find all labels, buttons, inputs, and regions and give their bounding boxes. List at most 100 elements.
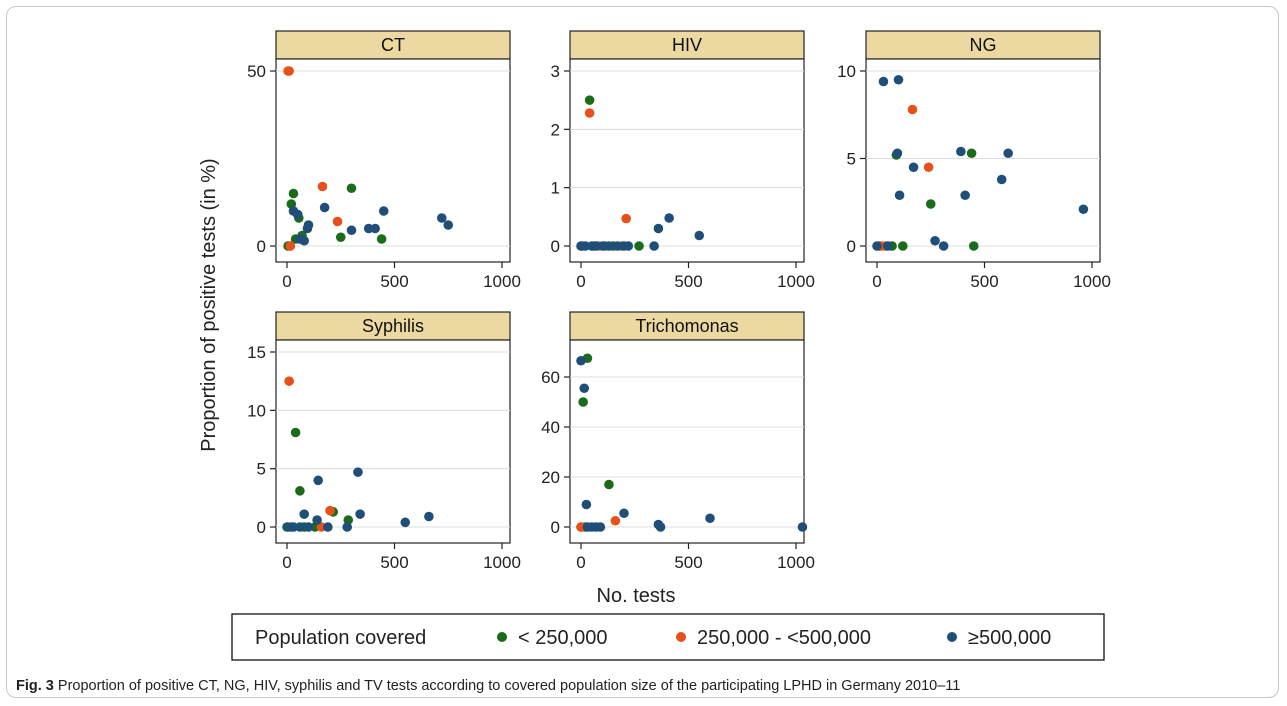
x-tick-label: 1000 (1073, 272, 1111, 291)
legend-label-mid: 250,000 - <500,000 (697, 627, 871, 649)
strip-hiv (569, 30, 805, 60)
data-point (898, 241, 908, 251)
data-point (923, 162, 934, 173)
data-point (892, 148, 903, 159)
data-point (878, 76, 889, 87)
data-point (655, 522, 666, 532)
data-point (584, 95, 595, 105)
data-point (288, 188, 299, 199)
data-point (335, 232, 346, 243)
data-point (634, 241, 644, 251)
x-tick-label: 1000 (483, 553, 521, 572)
x-tick-label: 500 (380, 553, 408, 572)
data-point (621, 213, 631, 224)
data-point (424, 511, 434, 522)
x-tick-label: 500 (674, 553, 702, 572)
data-point (930, 235, 940, 246)
y-axis-title: Proportion of positive tests (in %) (198, 158, 220, 451)
data-point (584, 108, 595, 118)
data-point (604, 479, 614, 490)
data-point (332, 216, 343, 227)
y-tick-label: 0 (551, 237, 560, 256)
x-axis-title: No. tests (597, 585, 676, 607)
data-point (581, 499, 592, 510)
data-point (355, 509, 365, 519)
data-point (579, 383, 590, 394)
figure-frame (6, 6, 1279, 698)
x-tick-label: 0 (576, 553, 585, 572)
data-point (956, 146, 966, 157)
x-tick-label: 0 (282, 272, 291, 291)
data-point (705, 513, 715, 524)
data-point (284, 376, 294, 386)
data-point (295, 486, 305, 496)
data-point (353, 467, 363, 477)
x-tick-label: 1000 (777, 272, 815, 291)
data-point (284, 66, 294, 76)
data-point (623, 241, 634, 251)
data-point (303, 522, 314, 532)
legend-marker-large (947, 632, 957, 642)
data-point (1003, 148, 1013, 159)
y-tick-label: 60 (541, 368, 560, 387)
data-point (653, 223, 664, 234)
panel-hiv: HIV 0 1 2 3 0 500 1000 (551, 30, 815, 291)
legend-label-small: < 250,000 (518, 627, 608, 649)
data-point (400, 517, 411, 528)
data-point (378, 206, 389, 216)
data-point (299, 235, 310, 246)
data-point (290, 427, 301, 438)
x-tick-label: 0 (872, 272, 881, 291)
data-point (437, 213, 447, 223)
y-tick-label: 0 (257, 237, 266, 256)
data-point (346, 183, 357, 194)
data-point (893, 74, 904, 85)
data-point (285, 241, 296, 251)
data-point (960, 190, 970, 201)
data-point (342, 522, 353, 532)
x-tick-label: 500 (674, 272, 702, 291)
x-tick-label: 0 (282, 553, 291, 572)
x-tick-label: 1000 (777, 553, 815, 572)
legend-label-large: ≥500,000 (968, 627, 1051, 649)
data-point (346, 225, 357, 236)
data-point (319, 202, 330, 213)
x-tick-label: 500 (380, 272, 408, 291)
data-point (313, 475, 323, 486)
data-point (908, 162, 919, 173)
strip-label: CT (381, 35, 405, 55)
data-point (907, 104, 918, 115)
data-point (370, 223, 380, 234)
data-point (968, 241, 979, 251)
panel-ng: NG 0 5 10 0 500 1000 (837, 30, 1111, 291)
y-tick-label: 40 (541, 418, 560, 437)
strip-syphilis (275, 311, 511, 341)
data-point (317, 181, 328, 192)
legend-marker-mid (676, 632, 686, 642)
data-point (619, 508, 629, 519)
data-point (996, 174, 1007, 185)
data-point (872, 241, 882, 251)
legend-title: Population covered (255, 627, 426, 649)
data-point (312, 515, 322, 525)
strip-trichomonas (569, 311, 805, 341)
x-tick-label: 0 (576, 272, 585, 291)
data-point (299, 509, 310, 519)
data-point (938, 241, 949, 251)
data-point (292, 209, 303, 220)
x-tick-label: 500 (970, 272, 998, 291)
data-point (323, 522, 333, 532)
data-point (664, 213, 674, 223)
strip-label: NG (970, 35, 997, 55)
y-tick-label: 2 (551, 120, 560, 139)
panel-trichomonas: Trichomonas 0 20 40 60 0 500 1000 (541, 311, 815, 572)
data-point (649, 241, 659, 251)
strip-label: Syphilis (362, 316, 424, 336)
data-point (694, 230, 705, 241)
plot-area (275, 58, 511, 263)
data-point (443, 220, 454, 230)
y-tick-label: 0 (551, 518, 560, 537)
y-tick-label: 0 (847, 237, 856, 256)
